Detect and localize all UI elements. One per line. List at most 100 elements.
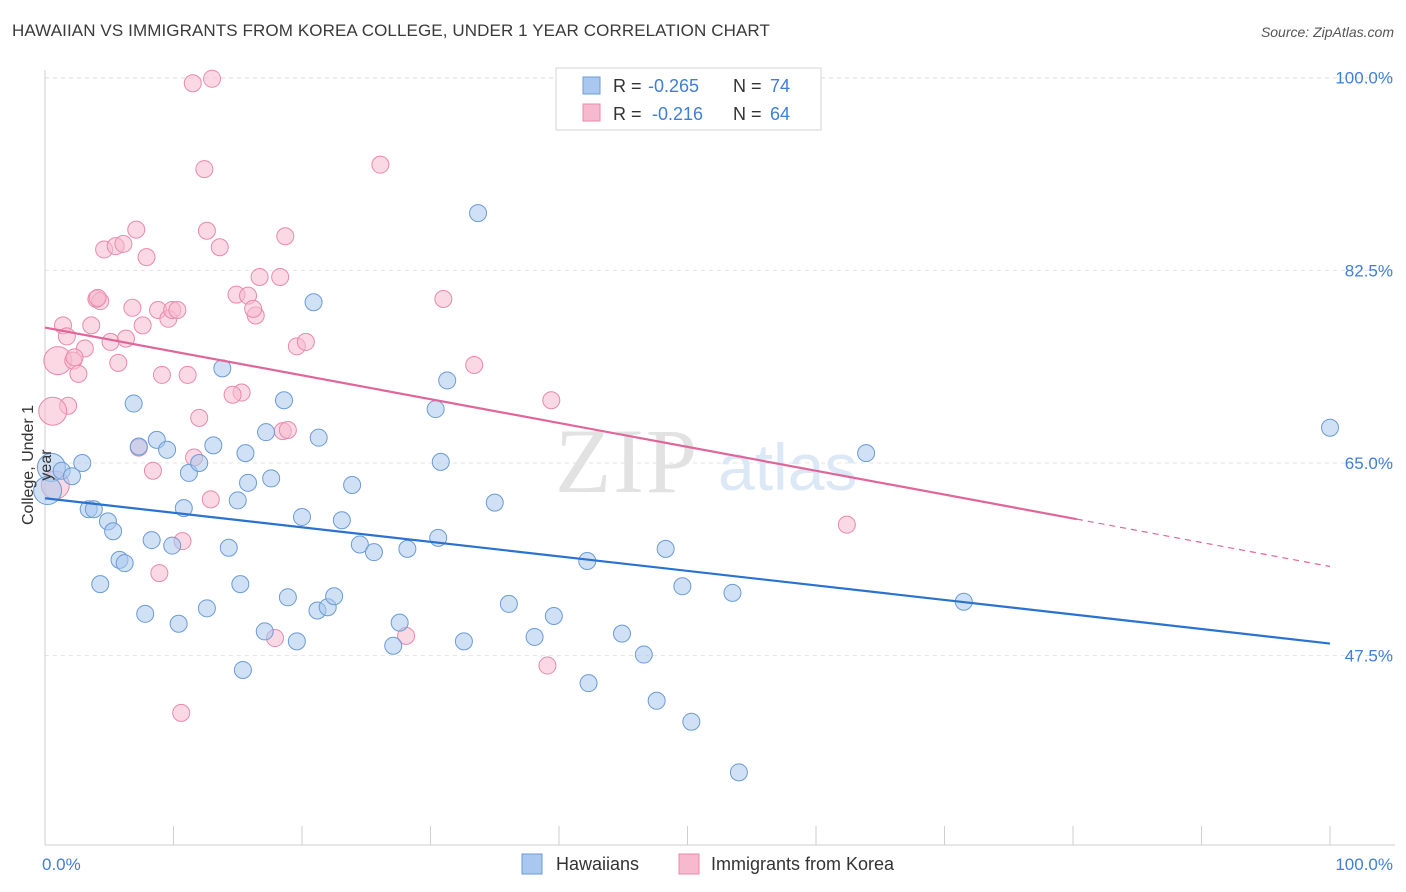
- blue-point-64: [682, 712, 701, 731]
- pink-point-46: [276, 227, 295, 246]
- blue-point-26: [231, 575, 250, 594]
- pink-point-44: [278, 420, 297, 439]
- bottom-legend-swatch-blue: [521, 853, 543, 875]
- blue-point-58: [579, 674, 598, 693]
- pink-point-19: [137, 248, 156, 267]
- blue-point-11: [124, 394, 143, 413]
- blue-point-23: [204, 436, 223, 455]
- blue-point-25: [219, 538, 238, 557]
- blue-point-54: [499, 594, 518, 613]
- pink-point-58: [837, 515, 856, 534]
- y-tick-label-0: 47.5%: [1345, 647, 1393, 666]
- trend-lines: [44, 326, 1331, 645]
- x-tick-label-1: 100.0%: [1335, 855, 1393, 874]
- blue-point-60: [634, 645, 653, 664]
- blue-point-18: [169, 614, 188, 633]
- legend-n-value-blue: 74: [770, 76, 790, 96]
- blue-point-65: [723, 583, 742, 602]
- blue-point-30: [255, 622, 274, 641]
- pink-point-17: [127, 220, 146, 239]
- pink-point-41: [250, 267, 269, 286]
- blue-point-28: [239, 473, 258, 492]
- legend-r-value-pink: -0.216: [652, 104, 703, 124]
- pink-trend-line-extension: [1076, 518, 1331, 568]
- blue-point-13: [136, 604, 155, 623]
- watermark-atlas: atlas: [718, 430, 857, 504]
- blue-point-9: [115, 554, 134, 573]
- y-tick-label-2: 82.5%: [1345, 261, 1393, 280]
- blue-point-14: [142, 531, 161, 550]
- blue-point-42: [350, 535, 369, 554]
- pink-point-60: [172, 703, 191, 722]
- pink-point-4: [69, 364, 88, 383]
- pink-point-56: [542, 391, 561, 410]
- blue-point-46: [398, 539, 417, 558]
- blue-point-61: [647, 691, 666, 710]
- x-tick-label-0: 0.0%: [42, 855, 81, 874]
- blue-point-47: [426, 400, 445, 419]
- blue-point-12: [129, 437, 148, 456]
- pink-point-52: [371, 155, 390, 174]
- chart-title: HAWAIIAN VS IMMIGRANTS FROM KOREA COLLEG…: [12, 21, 770, 40]
- blue-point-40: [332, 511, 351, 530]
- pink-point-55: [465, 356, 484, 375]
- blue-point-51: [454, 632, 473, 651]
- watermark: ZIP atlas: [555, 410, 857, 512]
- blue-point-10: [91, 575, 110, 594]
- blue-point-35: [304, 293, 323, 312]
- bottom-legend-label-blue: Hawaiians: [556, 854, 639, 874]
- legend-r-label-pink: R =: [613, 104, 642, 124]
- blue-point-45: [390, 613, 409, 632]
- blue-point-16: [158, 440, 177, 459]
- pink-series-points: [38, 69, 856, 722]
- blue-trend-line: [44, 497, 1331, 645]
- pink-point-14: [109, 353, 128, 372]
- blue-point-71: [257, 423, 276, 442]
- blue-point-39: [325, 587, 344, 606]
- blue-point-50: [438, 371, 457, 390]
- bottom-legend-label-pink: Immigrants from Korea: [711, 854, 895, 874]
- blue-point-44: [384, 636, 403, 655]
- pink-point-12: [114, 234, 133, 253]
- blue-point-31: [262, 469, 281, 488]
- pink-point-26: [168, 300, 187, 319]
- pink-point-6: [82, 316, 101, 335]
- gridlines: [45, 77, 1395, 657]
- blue-point-70: [233, 660, 252, 679]
- pink-point-62: [65, 348, 84, 367]
- pink-point-51: [203, 69, 222, 88]
- y-tick-labels: 47.5% 65.0% 82.5% 100.0%: [1335, 69, 1393, 666]
- pink-point-18: [133, 316, 152, 335]
- pink-point-32: [197, 221, 216, 240]
- pink-point-34: [210, 238, 229, 257]
- blue-point-69: [1321, 418, 1339, 437]
- blue-point-29: [228, 491, 247, 510]
- blue-point-32: [275, 391, 294, 410]
- blue-point-17: [163, 536, 182, 555]
- blue-point-43: [364, 543, 383, 562]
- bottom-legend-swatch-pink: [678, 853, 700, 875]
- blue-point-52: [469, 204, 488, 223]
- legend-n-label-pink: N =: [733, 104, 762, 124]
- blue-point-22: [197, 599, 216, 618]
- pink-point-33: [201, 490, 220, 509]
- blue-point-21: [190, 454, 209, 473]
- bottom-legend: Hawaiians Immigrants from Korea: [521, 853, 895, 875]
- legend-swatch-pink: [582, 103, 601, 122]
- pink-point-40: [244, 299, 263, 318]
- blue-point-41: [343, 476, 362, 495]
- blue-point-27: [236, 444, 255, 463]
- legend-swatch-blue: [582, 76, 601, 95]
- pink-point-50: [183, 74, 202, 93]
- blue-point-3: [73, 454, 92, 473]
- x-tick-labels: 0.0% 100.0%: [42, 855, 1393, 874]
- blue-point-62: [656, 539, 675, 558]
- blue-point-66: [729, 763, 748, 782]
- y-tick-label-3: 100.0%: [1335, 69, 1393, 88]
- blue-point-48: [431, 452, 450, 471]
- blue-point-53: [485, 493, 504, 512]
- pink-point-29: [150, 564, 169, 583]
- blue-point-63: [673, 577, 692, 596]
- pink-point-59: [38, 396, 68, 426]
